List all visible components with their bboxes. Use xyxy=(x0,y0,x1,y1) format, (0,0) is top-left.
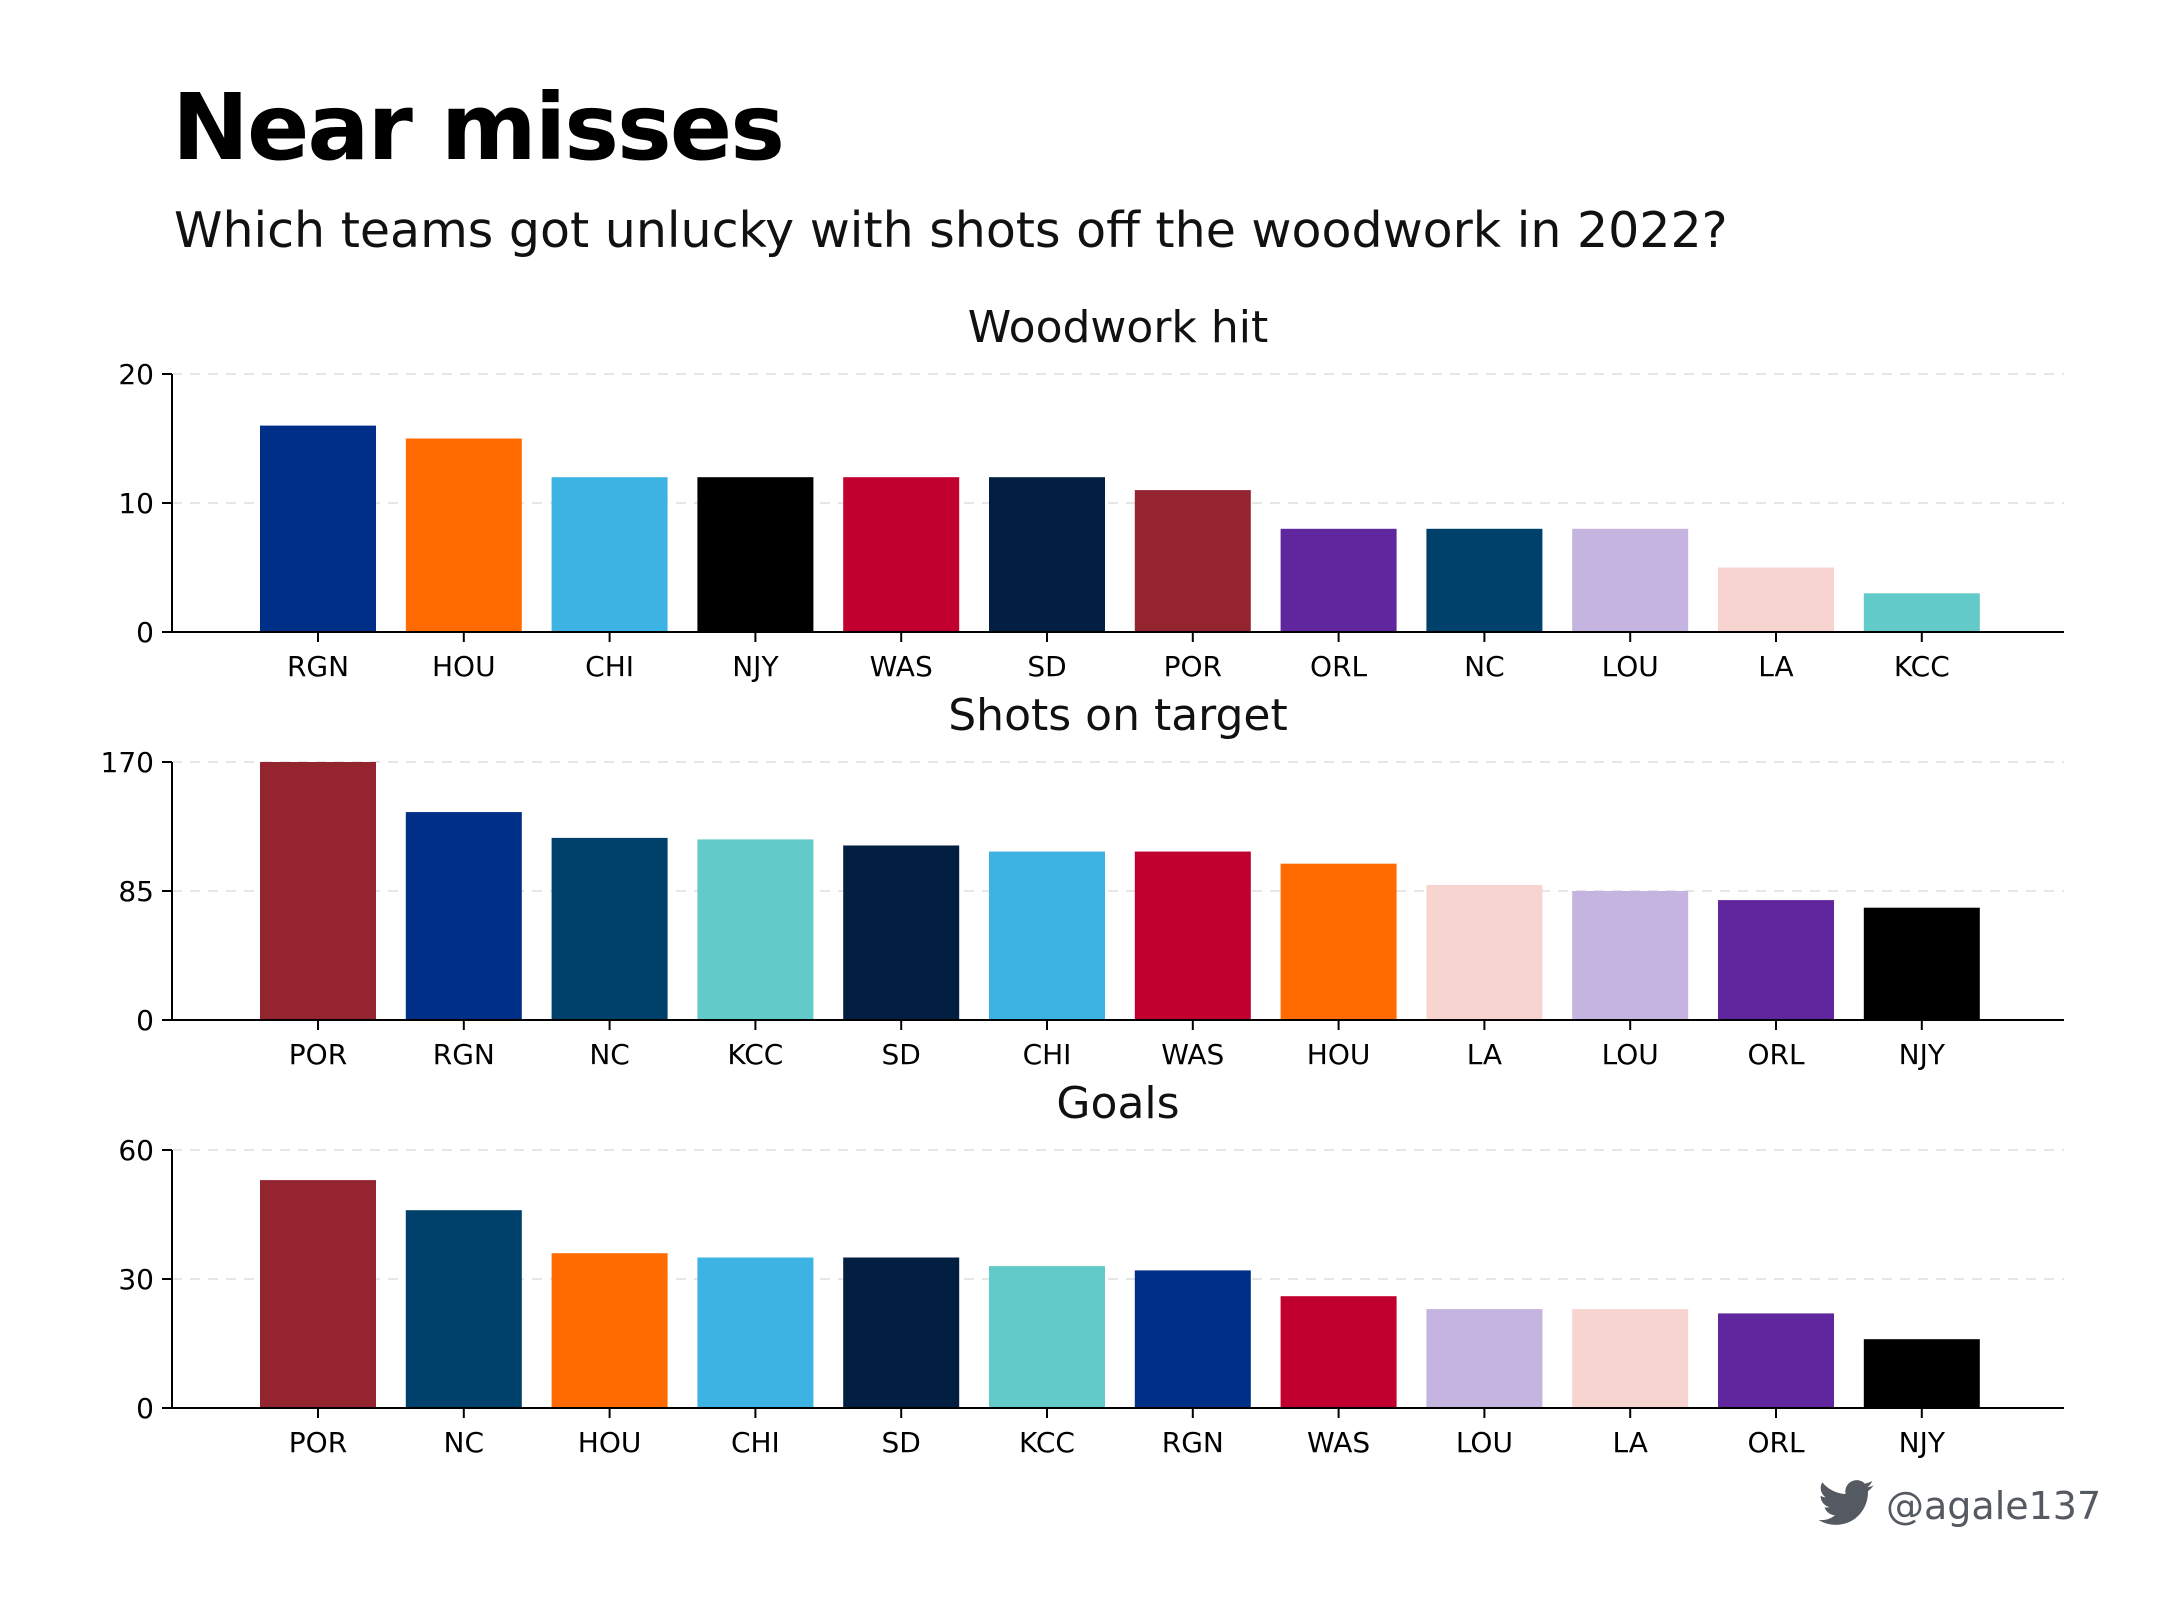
credit-handle: @agale137 xyxy=(1886,1483,2102,1528)
x-tick-label: LA xyxy=(1612,1426,1647,1459)
x-tick-label: NC xyxy=(589,1038,630,1071)
bar-njy xyxy=(697,477,814,632)
twitter-bird-icon xyxy=(1818,1480,1874,1531)
bar-la xyxy=(1572,1309,1689,1408)
bar-sd xyxy=(989,477,1105,632)
x-tick-label: NC xyxy=(1464,650,1505,683)
y-tick-label: 0 xyxy=(136,1004,154,1037)
x-tick-label: NJY xyxy=(732,650,779,683)
x-tick-label: LA xyxy=(1467,1038,1502,1071)
bar-njy xyxy=(1863,1339,1980,1408)
bar-por xyxy=(260,762,376,1020)
bar-por xyxy=(1134,490,1251,632)
x-tick-label: WAS xyxy=(1161,1038,1224,1071)
bar-was xyxy=(843,477,960,632)
bar-kcc xyxy=(697,839,814,1020)
x-tick-label: POR xyxy=(1164,650,1222,683)
bar-sd xyxy=(843,1257,960,1408)
x-tick-label: KCC xyxy=(1894,650,1950,683)
chart-title: Woodwork hit xyxy=(968,302,1269,353)
x-tick-label: KCC xyxy=(1019,1426,1075,1459)
x-tick-label: NJY xyxy=(1899,1038,1946,1071)
x-tick-label: SD xyxy=(882,1038,921,1071)
bar-la xyxy=(1718,567,1834,632)
bar-chi xyxy=(551,477,668,632)
x-tick-label: CHI xyxy=(585,650,634,683)
bar-nc xyxy=(551,837,668,1020)
bar-was xyxy=(1134,851,1251,1020)
bar-orl xyxy=(1718,1313,1834,1408)
bar-was xyxy=(1280,1296,1397,1408)
y-tick-label: 85 xyxy=(118,875,154,908)
bar-rgn xyxy=(260,425,376,632)
y-tick-label: 170 xyxy=(101,746,154,779)
x-tick-label: NJY xyxy=(1899,1426,1946,1459)
x-tick-label: KCC xyxy=(727,1038,783,1071)
bar-lou xyxy=(1572,891,1689,1020)
x-tick-label: SD xyxy=(1027,650,1066,683)
bar-lou xyxy=(1572,528,1689,632)
x-tick-label: ORL xyxy=(1310,650,1367,683)
bar-chi xyxy=(697,1257,814,1408)
bar-chi xyxy=(989,851,1105,1020)
chart-title: Shots on target xyxy=(948,690,1287,741)
x-tick-label: LOU xyxy=(1602,650,1659,683)
y-tick-label: 0 xyxy=(136,1392,154,1425)
bar-kcc xyxy=(989,1266,1105,1408)
x-tick-label: RGN xyxy=(433,1038,495,1071)
bar-rgn xyxy=(1134,1270,1251,1408)
x-tick-label: LOU xyxy=(1602,1038,1659,1071)
bar-por xyxy=(260,1180,376,1408)
bar-hou xyxy=(1280,863,1397,1020)
x-tick-label: RGN xyxy=(287,650,349,683)
credit: @agale137 xyxy=(1818,1480,2101,1531)
x-tick-label: ORL xyxy=(1747,1426,1804,1459)
bar-kcc xyxy=(1863,593,1980,632)
x-tick-label: POR xyxy=(289,1426,347,1459)
bar-nc xyxy=(1426,528,1543,632)
x-tick-label: NC xyxy=(444,1426,485,1459)
bar-hou xyxy=(551,1253,668,1408)
x-tick-label: POR xyxy=(289,1038,347,1071)
bar-lou xyxy=(1426,1309,1543,1408)
x-tick-label: CHI xyxy=(731,1426,780,1459)
bar-njy xyxy=(1863,907,1980,1020)
bar-sd xyxy=(843,845,960,1020)
x-tick-label: WAS xyxy=(870,650,933,683)
x-tick-label: HOU xyxy=(578,1426,642,1459)
x-tick-label: HOU xyxy=(432,650,496,683)
x-tick-label: ORL xyxy=(1747,1038,1804,1071)
bar-la xyxy=(1426,884,1543,1020)
y-tick-label: 10 xyxy=(118,487,154,520)
x-tick-label: WAS xyxy=(1307,1426,1370,1459)
x-tick-label: SD xyxy=(882,1426,921,1459)
y-tick-label: 30 xyxy=(118,1263,154,1296)
page-title: Near misses xyxy=(172,74,785,181)
bar-orl xyxy=(1280,528,1397,632)
chart-title: Goals xyxy=(1056,1078,1179,1129)
y-tick-label: 60 xyxy=(118,1134,154,1167)
x-tick-label: HOU xyxy=(1307,1038,1371,1071)
bar-rgn xyxy=(405,812,522,1020)
x-tick-label: LA xyxy=(1758,650,1793,683)
bar-orl xyxy=(1718,900,1834,1020)
y-tick-label: 0 xyxy=(136,616,154,649)
y-tick-label: 20 xyxy=(118,358,154,391)
bar-nc xyxy=(405,1210,522,1408)
bar-hou xyxy=(405,438,522,632)
x-tick-label: CHI xyxy=(1023,1038,1072,1071)
x-tick-label: RGN xyxy=(1162,1426,1224,1459)
page-subtitle: Which teams got unlucky with shots off t… xyxy=(174,202,1728,259)
x-tick-label: LOU xyxy=(1456,1426,1513,1459)
